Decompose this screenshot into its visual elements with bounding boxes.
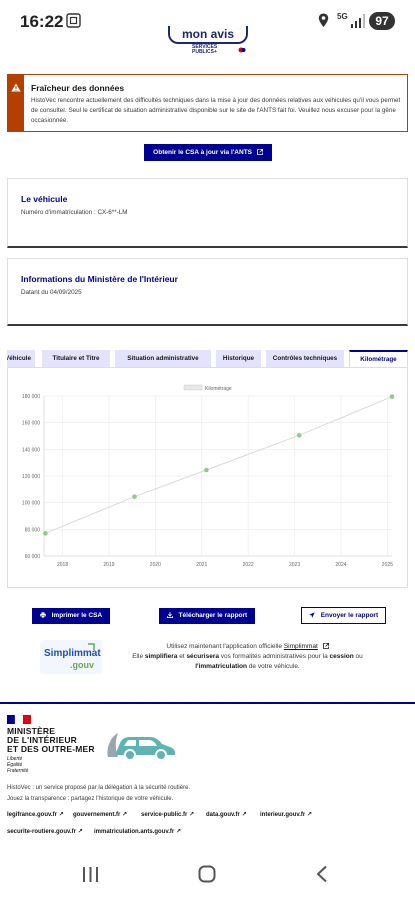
android-nav-bar — [0, 855, 415, 900]
alert-text: HistoVec rencontre actuellement des diff… — [31, 97, 401, 124]
x-tick-label: 2020 — [150, 562, 161, 568]
send-icon — [309, 612, 315, 618]
services-publics-mark-icon — [238, 47, 246, 53]
vehicle-card: Le véhicule Numéro d'immatriculation : C… — [7, 178, 408, 248]
y-tick-label: 160 000 — [22, 421, 40, 427]
simplimmat-promo: Utilisez maintenant l'application offici… — [132, 643, 363, 670]
x-tick-label: 2018 — [57, 562, 68, 568]
screenshot-icon — [66, 13, 81, 28]
footer-link-gouvernement[interactable]: gouvernement.fr ↗ — [73, 812, 128, 818]
get-csa-button[interactable]: Obtenir le CSA à jour via l'ANTS — [144, 144, 272, 161]
data-point — [43, 531, 48, 536]
data-point — [204, 467, 209, 473]
x-tick-label: 2024 — [335, 562, 346, 568]
get-csa-label: Obtenir le CSA à jour via l'ANTS — [153, 149, 252, 156]
y-tick-label: 80 000 — [25, 527, 41, 533]
battery-indicator: 97 — [369, 12, 395, 30]
download-report-button[interactable]: Télécharger le rapport — [159, 608, 255, 624]
services-publics-text: SERVICES PUBLICS+ — [192, 44, 218, 55]
mon-avis-text: mon avis — [168, 26, 248, 44]
location-icon — [318, 13, 329, 27]
x-tick-label: 2019 — [103, 562, 114, 568]
download-icon — [166, 612, 173, 618]
back-icon[interactable] — [316, 865, 328, 883]
status-time: 16:22 — [20, 12, 64, 31]
y-tick-label: 120 000 — [22, 474, 40, 480]
send-report-button[interactable]: Envoyer le rapport — [301, 607, 386, 624]
footer-link-securite-routiere[interactable]: securite-routiere.gouv.fr ↗ — [7, 829, 83, 835]
signal-icon — [351, 14, 365, 28]
vehicle-title: Le véhicule — [21, 194, 68, 204]
external-link-icon: ↗ — [58, 812, 64, 818]
tab-vehicule[interactable]: Véhicule — [7, 350, 35, 367]
simplimmat-logo[interactable]: Simplimmat .gouv — [40, 640, 102, 674]
tab-bar: Véhicule Titulaire et Titre Situation ad… — [7, 350, 408, 367]
recent-apps-icon[interactable] — [82, 866, 99, 883]
marianne-flag-icon — [7, 715, 31, 724]
alert-bar — [8, 75, 24, 131]
simplimmat-link[interactable]: Simplimmat — [283, 643, 318, 650]
download-report-label: Télécharger le rapport — [178, 612, 248, 619]
ministry-logo-text[interactable]: MINISTÈRE DE L'INTÉRIEUR ET DES OUTRE-ME… — [7, 726, 95, 754]
data-point — [389, 394, 395, 399]
data-point — [296, 433, 302, 438]
mon-avis-logo[interactable]: mon avis SERVICES PUBLICS+ — [168, 26, 248, 56]
x-tick-label: 2023 — [289, 562, 300, 568]
print-csa-button[interactable]: Imprimer le CSA — [32, 608, 110, 624]
send-report-label: Envoyer le rapport — [320, 612, 379, 619]
data-point — [132, 494, 137, 499]
simplimmat-logo-text: Simplimmat — [44, 648, 101, 659]
external-link-icon: ↗ — [189, 812, 195, 818]
external-link-icon: ↗ — [122, 812, 128, 818]
ministry-card: Informations du Ministère de l'Intérieur… — [7, 258, 408, 326]
footer-link-interieur[interactable]: interieur.gouv.fr ↗ — [260, 812, 312, 818]
external-link-icon: ↗ — [306, 812, 312, 818]
legend-label: Kilométrage — [205, 386, 232, 392]
tab-kilometrage[interactable]: Kilométrage — [349, 350, 408, 367]
footer-link-legifrance[interactable]: legifrance.gouv.fr ↗ — [7, 812, 64, 818]
histovec-car-icon — [107, 733, 175, 761]
alert-title: Fraîcheur des données — [31, 83, 125, 93]
y-tick-label: 100 000 — [22, 501, 40, 507]
y-tick-label: 140 000 — [22, 447, 40, 453]
mileage-chart: Kilométrage 60 000 80 000 100 000 120 000 140… — [22, 384, 395, 568]
x-tick-label: 2025 — [382, 562, 393, 568]
tab-situation[interactable]: Situation administrative — [115, 350, 211, 367]
x-tick-label: 2021 — [196, 562, 207, 568]
tab-historique[interactable]: Historique — [216, 350, 261, 367]
y-tick-label: 60 000 — [25, 554, 41, 560]
warning-alert: Fraîcheur des données HistoVec rencontre… — [7, 74, 408, 132]
footer-link-data[interactable]: data.gouv.fr ↗ — [206, 812, 247, 818]
external-link-icon: ↗ — [77, 829, 83, 835]
external-link-icon — [256, 149, 263, 155]
simplimmat-logo-gouv: .gouv — [70, 660, 94, 670]
footer-description: HistoVec : un service proposé par la dél… — [7, 785, 191, 802]
legend-swatch — [183, 384, 203, 391]
external-link-icon: ↗ — [241, 812, 247, 818]
series-line — [45, 396, 393, 534]
mileage-chart-panel: Kilométrage 60 000 80 000 100 000 120 000 140… — [7, 367, 408, 588]
warning-icon — [11, 83, 21, 92]
status-bar: 16:22 5G 97 — [0, 0, 415, 38]
network-type: 5G — [337, 12, 348, 21]
devise-text: Liberté Égalité Fraternité — [7, 756, 29, 774]
external-link-icon: ↗ — [175, 829, 181, 835]
tab-controles[interactable]: Contrôles techniques — [266, 350, 344, 367]
ministry-date: Datant du 04/09/2025 — [21, 289, 82, 296]
vehicle-plate: Numéro d'immatriculation : CX-6**-LM — [21, 209, 128, 216]
x-tick-label: 2022 — [243, 562, 254, 568]
tab-titulaire[interactable]: Titulaire et Titre — [42, 350, 110, 367]
footer-link-ants[interactable]: immatriculation.ants.gouv.fr ↗ — [94, 829, 181, 835]
footer-divider — [0, 702, 415, 704]
home-icon[interactable] — [198, 865, 216, 883]
print-csa-label: Imprimer le CSA — [51, 612, 103, 619]
printer-icon — [40, 612, 46, 618]
ministry-title: Informations du Ministère de l'Intérieur — [21, 274, 178, 284]
y-tick-label: 180 000 — [22, 394, 40, 400]
external-link-icon — [322, 643, 329, 649]
footer-link-service-public[interactable]: service-public.fr ↗ — [141, 812, 195, 818]
